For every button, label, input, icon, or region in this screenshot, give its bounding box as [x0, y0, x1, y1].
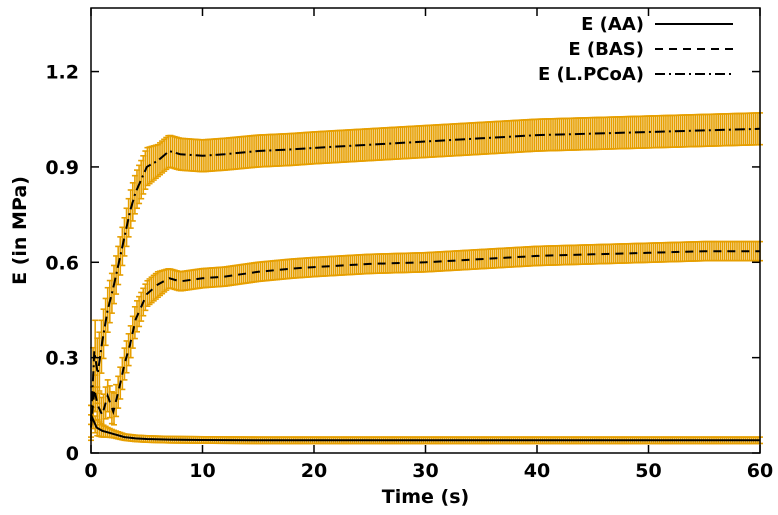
series-line — [90, 250, 760, 428]
x-tick-label: 40 — [524, 460, 550, 482]
y-axis-title: E (in MPa) — [9, 176, 31, 285]
series-line — [90, 414, 760, 442]
y-tick-label: 1.2 — [45, 62, 79, 84]
series-line — [90, 127, 761, 422]
x-axis-title: Time (s) — [382, 486, 469, 508]
x-tick-label: 30 — [412, 460, 438, 482]
x-tick-label: 50 — [635, 460, 661, 482]
y-tick-label: 0.9 — [45, 157, 79, 179]
error-bars — [88, 112, 763, 445]
x-tick-label: 0 — [84, 460, 97, 482]
x-tick-label: 10 — [189, 460, 215, 482]
legend-label: E (L.PCoA) — [538, 64, 644, 85]
y-tick-label: 0.6 — [45, 252, 79, 274]
y-axis: 0 0.3 0.6 0.9 1.2 — [45, 62, 760, 465]
legend-label: E (AA) — [581, 14, 644, 35]
legend-label: E (BAS) — [568, 39, 644, 60]
series-lines — [90, 127, 761, 442]
x-tick-label: 60 — [747, 460, 773, 482]
x-tick-label: 20 — [301, 460, 327, 482]
series-1-error-bars — [88, 404, 763, 445]
legend: E (AA) E (BAS) E (L.PCoA) — [538, 14, 733, 85]
y-tick-label: 0 — [66, 443, 79, 465]
x-axis: 0 10 20 30 40 50 60 — [84, 8, 773, 482]
y-tick-label: 0.3 — [45, 348, 79, 370]
series-2-error-bars — [88, 240, 763, 442]
